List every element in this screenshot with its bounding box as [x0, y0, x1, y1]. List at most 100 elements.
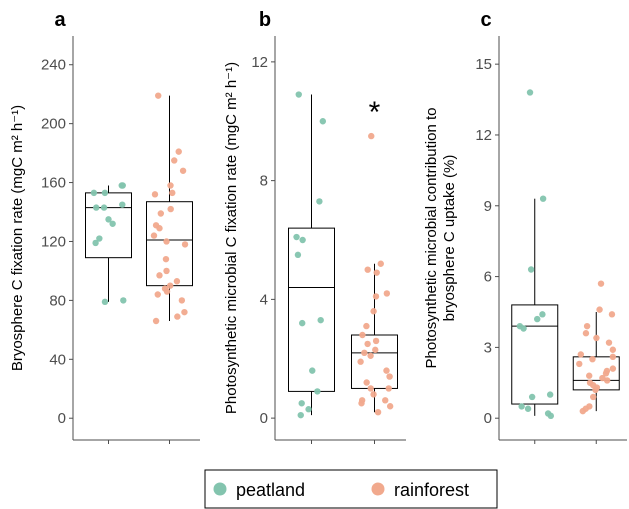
data-point	[597, 280, 605, 287]
data-point	[579, 407, 587, 415]
series-peatland	[85, 182, 132, 306]
panel-c: c 0 3 6 9 12 15 Photosynthetic microbial contri…	[423, 9, 627, 444]
data-point	[370, 391, 377, 398]
data-point	[547, 412, 555, 420]
data-point	[524, 405, 532, 412]
data-point	[374, 408, 382, 416]
data-point	[317, 316, 324, 324]
y-tick-label: 8	[260, 173, 268, 190]
data-point	[592, 386, 599, 394]
data-point	[589, 355, 596, 363]
data-point	[162, 255, 170, 263]
data-point	[109, 220, 116, 227]
data-point	[119, 201, 126, 208]
data-point	[155, 92, 162, 99]
y-tick-label: 120	[41, 233, 66, 250]
data-point	[119, 182, 126, 189]
y-tick-label: 160	[41, 175, 66, 192]
data-point	[93, 204, 100, 211]
data-point	[372, 346, 379, 354]
series-rainforest	[146, 92, 193, 325]
data-point	[179, 167, 187, 174]
data-point	[364, 340, 371, 348]
data-point	[367, 385, 374, 392]
legend-marker-peatland	[213, 482, 227, 496]
y-axis-title-line1: Photosynthetic microbial contribution to	[423, 108, 440, 369]
y-axis-title: Bryosphere C fixation rate (mgC m² h⁻¹)	[9, 105, 26, 371]
data-point	[163, 267, 170, 275]
y-tick-label: 9	[484, 198, 492, 215]
data-point	[586, 372, 593, 379]
y-tick-label: 6	[484, 269, 492, 286]
data-point	[367, 352, 374, 359]
data-point	[386, 403, 394, 410]
data-point	[305, 406, 312, 413]
data-point	[181, 308, 188, 316]
data-point	[363, 322, 370, 330]
data-point	[357, 358, 364, 365]
series-peatland	[288, 91, 335, 419]
data-point	[167, 205, 174, 213]
data-point	[299, 319, 306, 327]
data-point	[577, 351, 585, 358]
data-point	[361, 349, 368, 357]
legend: peatland rainforest	[204, 469, 498, 509]
box	[511, 304, 559, 405]
data-point	[358, 400, 365, 407]
data-point	[101, 298, 109, 306]
data-point	[368, 132, 375, 140]
y-tick-label: 3	[484, 339, 492, 356]
data-point	[171, 157, 178, 164]
data-point	[528, 393, 536, 401]
data-point	[539, 195, 547, 202]
data-point	[314, 388, 321, 395]
panel-b: b 0 4 8 12 Photosynthetic microbial C fixatio…	[223, 9, 406, 444]
data-point	[526, 89, 534, 96]
legend-label-rainforest: rainforest	[394, 480, 469, 500]
y-tick-label: 12	[251, 54, 268, 71]
y-tick-label: 240	[41, 57, 66, 74]
data-point	[590, 393, 597, 401]
data-point	[602, 370, 610, 377]
data-point	[534, 315, 541, 323]
data-point	[518, 403, 525, 410]
data-point	[100, 204, 108, 211]
data-point	[373, 269, 380, 276]
data-point	[173, 278, 181, 285]
data-point	[377, 260, 384, 267]
panel-a: a 0 40 80 120 160 200 240 Bryosphere C fixation …	[9, 9, 200, 444]
data-point	[316, 198, 323, 205]
data-point	[156, 272, 163, 279]
data-point	[175, 148, 182, 155]
legend-label-peatland: peatland	[236, 480, 305, 500]
data-point	[608, 311, 616, 318]
data-point	[152, 317, 160, 325]
data-point	[596, 306, 603, 313]
data-point	[609, 353, 617, 361]
data-point	[583, 322, 591, 330]
data-point	[527, 266, 535, 273]
data-point	[605, 339, 613, 346]
panel-letter: c	[480, 9, 491, 31]
data-point	[90, 189, 98, 197]
y-tick-label: 4	[260, 291, 268, 308]
data-point	[576, 360, 583, 368]
data-point	[101, 189, 109, 197]
data-point	[294, 251, 302, 259]
data-point	[163, 238, 170, 245]
data-point	[169, 189, 176, 197]
data-point	[603, 377, 611, 384]
data-point	[167, 282, 174, 289]
significance-marker: *	[369, 96, 381, 129]
y-tick-label: 15	[475, 56, 492, 73]
data-point	[383, 367, 390, 374]
data-point	[96, 235, 103, 242]
series-peatland	[511, 89, 559, 420]
legend-marker-rainforest	[371, 482, 385, 496]
data-point	[178, 297, 186, 304]
data-point	[609, 346, 617, 353]
panel-letter: b	[259, 9, 271, 31]
data-point	[370, 308, 377, 315]
data-point	[181, 241, 189, 248]
